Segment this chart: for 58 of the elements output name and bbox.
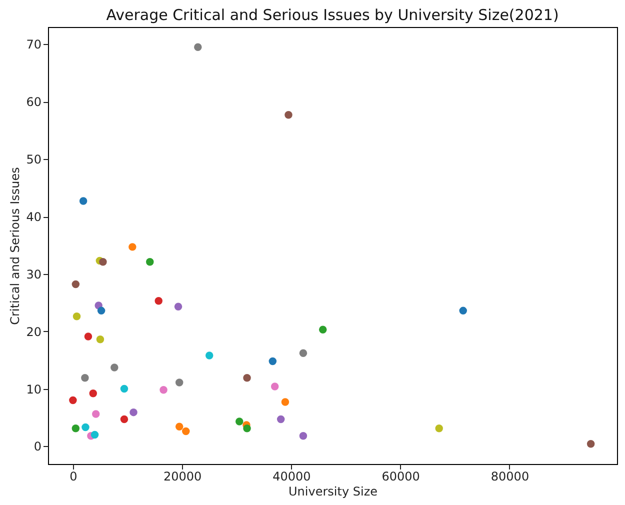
y-tick-label: 30	[26, 267, 42, 282]
point	[284, 110, 292, 119]
point	[318, 326, 327, 334]
point	[236, 418, 244, 426]
point	[79, 197, 88, 205]
point	[205, 352, 214, 360]
point	[96, 336, 104, 344]
y-axis-title: Critical and Serious Issues	[8, 167, 22, 325]
point	[92, 410, 100, 418]
point	[110, 364, 118, 372]
x-tick-label: 40000	[272, 470, 311, 484]
y-tick-label: 70	[26, 38, 42, 52]
point	[128, 243, 136, 251]
point	[97, 306, 106, 315]
point	[281, 398, 290, 406]
point	[299, 432, 308, 440]
chart-title: Average Critical and Serious Issues by University Size(2021)	[106, 6, 559, 24]
point	[90, 430, 99, 439]
point	[175, 422, 184, 431]
point	[194, 43, 202, 51]
x-tick-label: 20000	[163, 470, 202, 484]
x-axis-title: University Size	[288, 484, 378, 498]
point	[89, 390, 97, 398]
point	[72, 280, 80, 288]
y-tick-label: 20	[26, 324, 42, 339]
point	[69, 396, 77, 404]
x-tick-label: 60000	[382, 470, 420, 484]
point	[120, 384, 128, 393]
point	[154, 297, 162, 305]
point	[276, 415, 285, 424]
point	[81, 374, 89, 382]
y-tick-label: 40	[26, 210, 42, 224]
point	[243, 374, 251, 382]
point	[160, 386, 168, 394]
point	[82, 423, 90, 432]
y-tick-label: 10	[26, 382, 42, 396]
y-tick-label: 0	[34, 440, 42, 454]
point	[130, 408, 138, 416]
y-tick-label: 50	[26, 152, 42, 167]
point	[459, 306, 467, 315]
y-tick-label: 60	[26, 95, 42, 110]
point	[268, 357, 277, 366]
point	[586, 440, 595, 448]
point	[175, 378, 184, 386]
point	[174, 302, 182, 311]
x-tick-label: 0	[70, 470, 78, 484]
point	[435, 424, 443, 432]
point	[99, 258, 107, 266]
point	[146, 258, 154, 266]
point	[72, 312, 81, 320]
point	[84, 332, 92, 340]
point	[120, 415, 128, 424]
x-tick-label: 80000	[490, 470, 530, 484]
point	[182, 427, 190, 436]
point	[72, 424, 80, 432]
point	[243, 424, 251, 432]
point	[299, 349, 308, 358]
point	[270, 382, 279, 390]
